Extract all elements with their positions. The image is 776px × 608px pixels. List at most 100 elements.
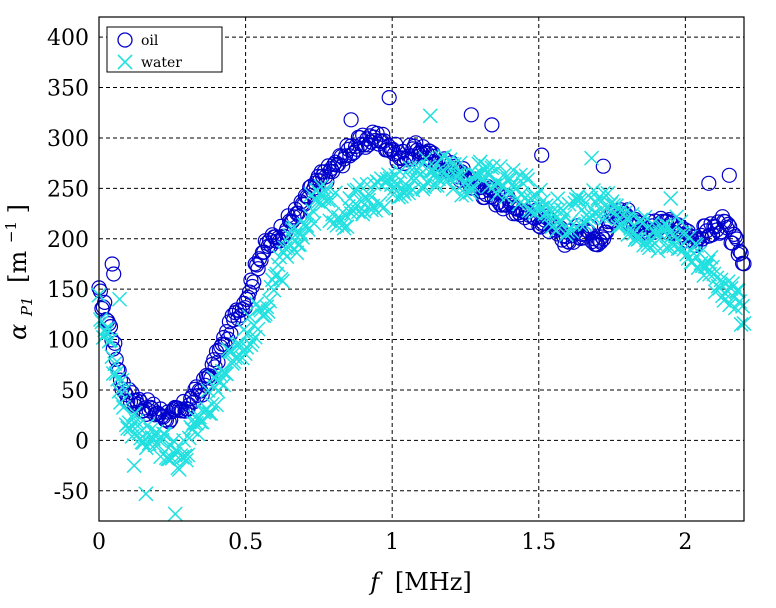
data-point	[704, 227, 721, 243]
data-point	[485, 158, 501, 174]
data-point	[492, 158, 508, 175]
data-point	[155, 409, 172, 425]
series-water	[91, 148, 752, 478]
data-point	[426, 178, 442, 194]
data-point	[623, 220, 639, 236]
data-point	[274, 273, 290, 289]
data-point	[381, 89, 397, 106]
x-axis-symbol: f	[368, 568, 383, 596]
data-point	[243, 337, 259, 353]
data-point	[627, 232, 643, 248]
data-point	[376, 199, 392, 215]
data-point	[190, 388, 206, 404]
y-tick-label: 0	[75, 429, 89, 454]
data-point	[439, 173, 455, 189]
data-point	[128, 413, 144, 429]
data-point	[734, 255, 751, 271]
data-point	[534, 147, 550, 163]
y-tick-label: 250	[47, 177, 89, 202]
y-tick-label: 50	[61, 379, 89, 404]
data-point	[722, 219, 738, 235]
data-point	[157, 426, 173, 442]
data-point	[532, 182, 548, 198]
data-point	[249, 296, 265, 312]
x-tick-label: 1.5	[521, 530, 556, 555]
data-point	[701, 175, 717, 191]
data-point	[98, 325, 114, 341]
y-axis-symbol: α	[4, 324, 32, 340]
data-point	[293, 226, 309, 242]
data-point	[121, 382, 137, 398]
data-point	[206, 352, 222, 368]
data-point	[674, 225, 690, 241]
data-point	[290, 205, 306, 221]
data-point	[345, 145, 361, 162]
legend-box	[106, 26, 223, 73]
data-point	[335, 158, 351, 174]
data-point	[167, 506, 183, 522]
x-tick-label: 2	[678, 530, 692, 555]
legend-water-label: water	[141, 55, 182, 71]
data-point	[679, 246, 695, 262]
data-point	[319, 180, 335, 196]
data-point	[176, 432, 192, 448]
data-point	[111, 291, 128, 307]
data-point	[133, 430, 149, 446]
data-point	[512, 167, 528, 183]
data-point	[203, 406, 219, 422]
data-point	[178, 452, 194, 468]
data-point	[735, 298, 751, 314]
data-point	[396, 186, 412, 202]
data-point	[174, 449, 190, 465]
data-point	[234, 350, 250, 366]
data-point	[502, 171, 518, 187]
data-point	[449, 169, 465, 185]
data-point	[253, 252, 269, 268]
data-point	[115, 399, 131, 415]
data-point	[733, 245, 749, 261]
data-point	[727, 229, 744, 245]
data-point	[520, 172, 536, 188]
data-point	[663, 190, 679, 206]
data-point	[550, 191, 566, 207]
data-point	[633, 212, 649, 228]
data-point	[568, 191, 584, 207]
data-point	[97, 322, 113, 338]
data-point	[190, 426, 206, 442]
x-tick-label: 1	[385, 530, 399, 555]
data-point	[505, 162, 521, 178]
data-point	[726, 226, 742, 242]
data-point	[733, 316, 749, 332]
data-point	[295, 229, 311, 245]
data-point	[120, 420, 136, 436]
x-tick-label: 0	[92, 530, 106, 555]
data-point	[247, 329, 263, 345]
legend-oil-label: oil	[141, 33, 159, 49]
y-axis-unit: [m	[4, 251, 32, 283]
plot-frame	[98, 16, 745, 522]
data-point	[290, 237, 306, 253]
data-point	[725, 276, 741, 292]
legend-oil-marker	[117, 32, 133, 48]
data-point	[104, 256, 120, 272]
data-point	[362, 187, 378, 203]
data-point	[124, 428, 140, 444]
y-axis-subscript: P1	[18, 297, 36, 318]
y-tick-label: 150	[47, 278, 89, 303]
data-point	[488, 197, 504, 213]
data-point	[158, 412, 174, 428]
data-marks	[91, 89, 752, 522]
data-point	[730, 246, 746, 262]
data-point	[343, 112, 359, 128]
data-point	[434, 150, 450, 166]
data-point	[580, 213, 596, 229]
data-point	[594, 229, 610, 245]
data-point	[392, 164, 408, 180]
data-point	[657, 217, 673, 233]
data-point	[729, 283, 745, 299]
data-point	[138, 486, 154, 502]
data-point	[210, 354, 226, 370]
data-point	[177, 448, 193, 464]
data-point	[732, 293, 748, 309]
